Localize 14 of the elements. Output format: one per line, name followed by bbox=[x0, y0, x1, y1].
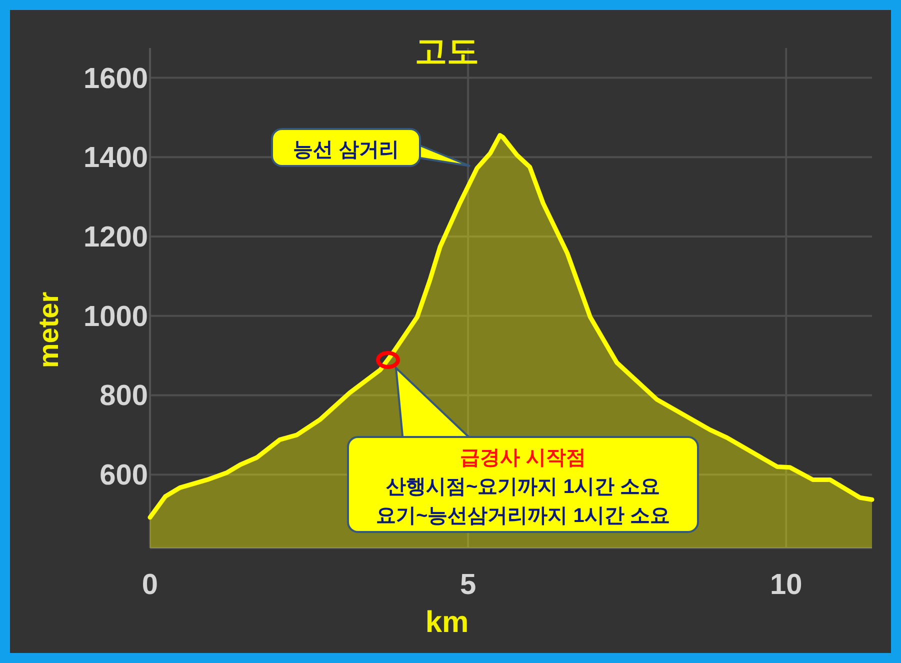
annotation: 급경사 시작점 산행시점~요기까지 1시간 소요 요기~능선삼거리까지 1시간 소요 bbox=[376, 447, 670, 527]
y-tick-label: 1000 bbox=[83, 300, 148, 333]
x-tick-label: 5 bbox=[460, 569, 476, 601]
x-tick-label: 10 bbox=[770, 569, 802, 601]
annotation: 능선 삼거리 bbox=[293, 139, 399, 161]
y-axis-title: meter bbox=[33, 292, 64, 368]
y-tick-label: 1400 bbox=[83, 142, 148, 174]
y-tick-label: 1600 bbox=[83, 62, 148, 95]
y-tick-label: 800 bbox=[100, 380, 148, 412]
y-tick-label: 1200 bbox=[83, 221, 148, 254]
x-tick-label: 0 bbox=[142, 569, 158, 601]
x-axis-title: km bbox=[425, 606, 469, 639]
chart-title: 고도 bbox=[415, 33, 479, 69]
y-tick-label: 600 bbox=[100, 460, 148, 492]
